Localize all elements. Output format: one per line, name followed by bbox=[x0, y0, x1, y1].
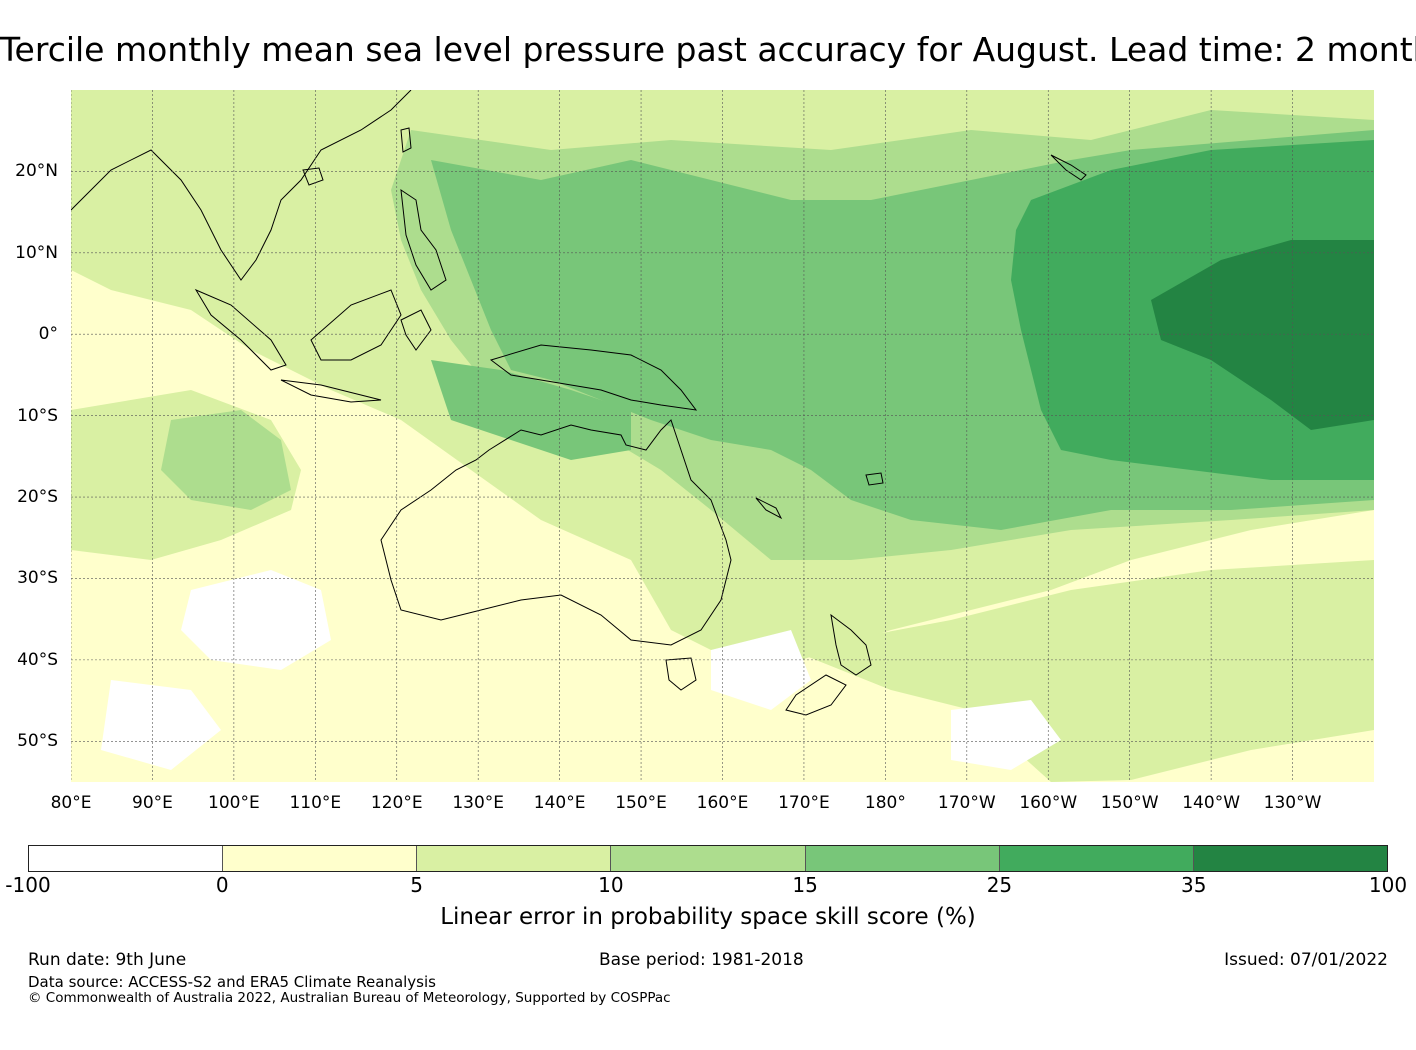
fiji-coastline bbox=[865, 472, 884, 486]
skill-band-10-15-west bbox=[161, 410, 291, 510]
longitude-tick-label: 170°W bbox=[937, 793, 996, 813]
coastlines-layer bbox=[71, 90, 1087, 716]
latitude-tick-label: 0° bbox=[38, 324, 58, 345]
latitude-tick-label: 30°S bbox=[17, 568, 58, 589]
colorbar-tick-label: -100 bbox=[5, 873, 51, 897]
colorbar bbox=[28, 845, 1388, 872]
latitude-tick-label: 20°N bbox=[15, 161, 58, 182]
colorbar-segment bbox=[805, 846, 1000, 871]
longitude-tick-label: 150°E bbox=[615, 793, 667, 813]
longitude-tick-label: 110°E bbox=[289, 793, 342, 813]
java-coastline bbox=[280, 379, 382, 403]
longitude-tick-label: 180° bbox=[864, 793, 906, 813]
north-island-nz-coastline bbox=[830, 613, 872, 676]
new-caledonia-coastline bbox=[755, 497, 783, 520]
skill-band-35-100 bbox=[1151, 240, 1374, 430]
longitude-tick-label: 160°W bbox=[1019, 793, 1078, 813]
hawaii-coastline bbox=[1050, 154, 1087, 181]
longitude-tick-label: 140°W bbox=[1182, 793, 1241, 813]
hainan-coastline bbox=[302, 167, 324, 186]
asia-mainland-coastline bbox=[71, 90, 412, 281]
colorbar-segment bbox=[223, 846, 418, 871]
longitude-tick-label: 120°E bbox=[370, 793, 423, 813]
australia-coastline bbox=[380, 419, 732, 646]
colorbar-tick-label: 10 bbox=[598, 873, 624, 897]
colorbar-segment bbox=[999, 846, 1194, 871]
borneo-coastline bbox=[310, 289, 402, 361]
colorbar-tick-label: 35 bbox=[1180, 873, 1207, 897]
tasmania-coastline bbox=[665, 657, 697, 691]
south-island-nz-coastline bbox=[785, 674, 847, 716]
longitude-tick-label: 130°W bbox=[1263, 793, 1322, 813]
skill-band-5-10-nz bbox=[791, 560, 1374, 782]
data-source: Data source: ACCESS-S2 and ERA5 Climate … bbox=[28, 973, 436, 991]
longitude-tick-label: 90°E bbox=[132, 793, 173, 813]
skill-band-15-25-indo bbox=[431, 360, 631, 460]
latitude-tick-label: 20°S bbox=[17, 487, 58, 508]
colorbar-tick-label: 5 bbox=[410, 873, 423, 897]
latitude-tick-label: 10°S bbox=[17, 405, 58, 426]
latitude-tick-label: 40°S bbox=[17, 649, 58, 670]
colorbar-segment bbox=[29, 846, 224, 871]
longitude-tick-label: 170°E bbox=[778, 793, 830, 813]
latitude-tick-label: 10°N bbox=[15, 242, 58, 263]
latitude-tick-label: 50°S bbox=[17, 731, 58, 752]
philippines-coastline bbox=[400, 188, 447, 291]
longitude-tick-label: 100°E bbox=[208, 793, 260, 813]
longitude-tick-label: 160°E bbox=[696, 793, 749, 813]
base-period: Base period: 1981-2018 bbox=[599, 950, 804, 970]
skill-band-negative-4 bbox=[951, 700, 1061, 770]
colorbar-label: Linear error in probability space skill … bbox=[440, 904, 976, 930]
longitude-tick-label: 140°E bbox=[533, 793, 586, 813]
longitude-tick-label: 80°E bbox=[50, 793, 92, 813]
skill-score-map bbox=[71, 90, 1374, 782]
skill-band-negative-2 bbox=[101, 680, 221, 770]
colorbar-tick-label: 25 bbox=[986, 873, 1013, 897]
colorbar-tick-label: 0 bbox=[215, 873, 229, 897]
longitude-tick-label: 130°E bbox=[452, 793, 505, 813]
graticule-layer bbox=[71, 90, 1374, 782]
sumatra-coastline bbox=[194, 288, 287, 371]
colorbar-tick-label: 100 bbox=[1368, 873, 1408, 897]
colorbar-segment bbox=[1193, 846, 1387, 871]
taiwan-coastline bbox=[400, 127, 412, 153]
skill-band-negative-1 bbox=[181, 570, 331, 670]
issued-date: Issued: 07/01/2022 bbox=[1224, 950, 1388, 970]
new-guinea-coastline bbox=[489, 344, 698, 411]
colorbar-tick-label: 15 bbox=[792, 873, 818, 897]
longitude-tick-label: 150°W bbox=[1100, 793, 1159, 813]
skill-band-negative-3 bbox=[711, 630, 811, 710]
colorbar-segment bbox=[611, 846, 806, 871]
copyright-notice: © Commonwealth of Australia 2022, Austra… bbox=[28, 990, 671, 1006]
map-title: Tercile monthly mean sea level pressure … bbox=[0, 30, 1416, 69]
run-date: Run date: 9th June bbox=[28, 950, 187, 970]
colorbar-segment bbox=[417, 846, 612, 871]
sulawesi-coastline bbox=[400, 309, 432, 351]
